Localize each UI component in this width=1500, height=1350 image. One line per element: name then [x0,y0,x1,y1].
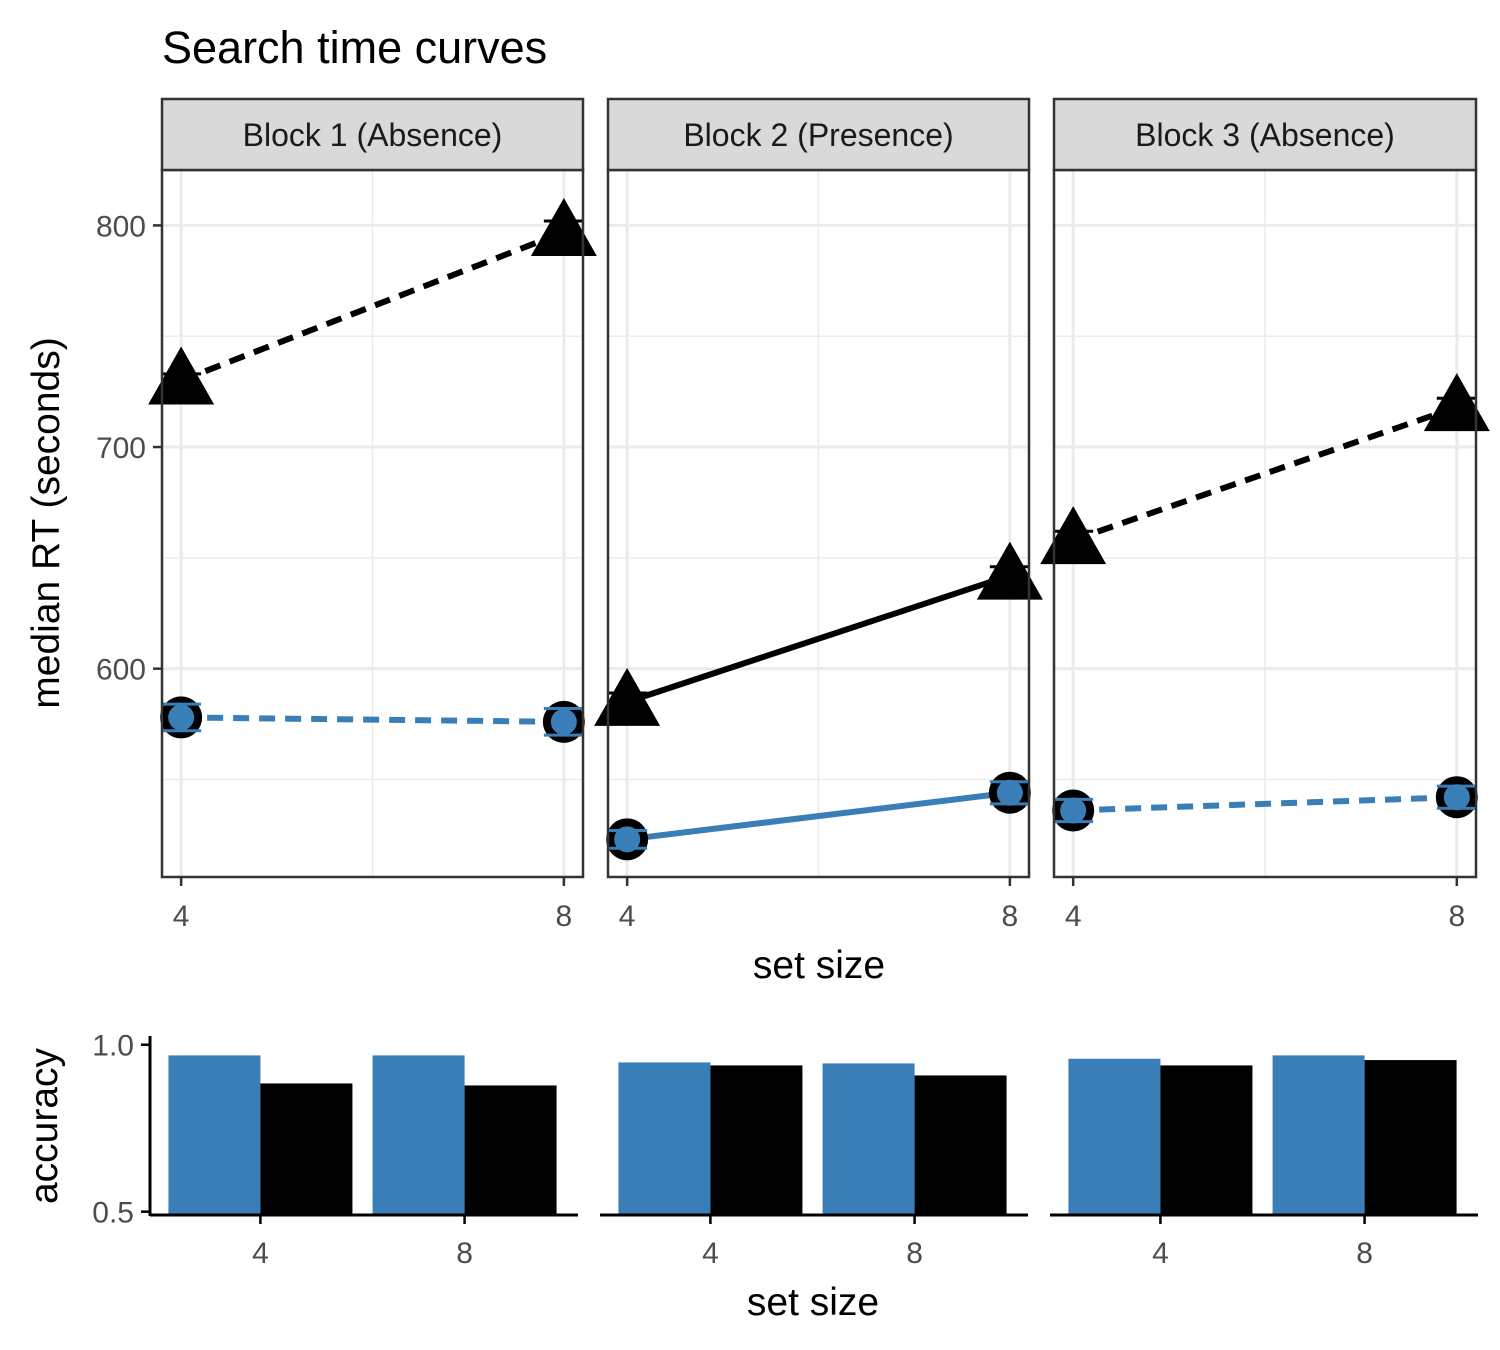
x-tick-label: 4 [1065,900,1082,933]
series-line-circle [181,714,564,725]
triangle-marker [530,198,597,257]
facet-label: Block 3 (Absence) [1135,117,1395,153]
circle-marker [168,704,195,731]
accuracy-bar [1068,1058,1161,1215]
triangle-marker [148,346,215,405]
accuracy-bar [914,1075,1007,1215]
series-line-triangle [626,572,1011,705]
y-tick-label: 0.5 [92,1197,134,1230]
circle-marker [996,779,1023,806]
triangle-marker [594,667,661,726]
x-tick-label: 4 [1152,1237,1169,1270]
accuracy-bar [618,1062,711,1215]
accuracy-bar [1272,1055,1365,1215]
accuracy-bar [822,1063,915,1215]
triangle-marker [1040,506,1107,565]
x-axis-label: set size [753,944,885,987]
chart-title: Search time curves [162,22,547,73]
circle-marker [1060,797,1087,824]
x-tick-label: 8 [1448,900,1465,933]
series-line-circle [626,789,1011,843]
y-tick-label: 600 [96,654,146,687]
facet-label: Block 2 (Presence) [683,117,953,153]
accuracy-bar [372,1055,465,1215]
x-tick-label: 8 [456,1237,473,1270]
accuracy-bar [710,1065,803,1215]
accuracy-bar [1160,1065,1253,1215]
facet-strip [606,97,1031,172]
accuracy-bar [1364,1060,1457,1215]
triangle-marker [976,541,1043,600]
y-tick-label: 700 [96,432,146,465]
accuracy-bar [168,1055,261,1215]
x-tick-label: 4 [252,1237,269,1270]
x-tick-label: 8 [906,1237,923,1270]
series-line-triangle [1072,404,1458,543]
rt-panel-3: Block 3 (Absence) 4 8 [1040,97,1490,933]
triangle-marker [1423,373,1490,432]
facet-strip [1052,97,1478,172]
facet-strip [160,97,585,172]
x-tick-label: 8 [556,900,573,933]
x-tick-label: 4 [702,1237,719,1270]
circle-marker [550,708,577,735]
accuracy-bar [464,1085,557,1215]
circle-marker [614,826,641,853]
rt-panel-2: Block 2 (Presence) 4 8 [594,97,1043,933]
y-axis-label: accuracy [23,1047,66,1204]
circle-marker [1443,784,1470,811]
x-tick-label: 8 [1356,1237,1373,1270]
y-tick-label: 1.0 [92,1030,134,1063]
y-tick-label: 800 [96,210,146,243]
x-tick-label: 8 [1002,900,1019,933]
facet-label: Block 1 (Absence) [243,117,503,153]
x-tick-label: 4 [173,900,190,933]
series-line-triangle [180,229,565,384]
x-axis-label: set size [747,1281,879,1324]
accuracy-bar [260,1083,353,1215]
x-tick-label: 4 [619,900,636,933]
rt-panel-1: Block 1 (Absence) 4 8 [148,97,597,933]
y-axis-label: median RT (seconds) [25,337,68,708]
series-line-circle [1073,794,1457,814]
